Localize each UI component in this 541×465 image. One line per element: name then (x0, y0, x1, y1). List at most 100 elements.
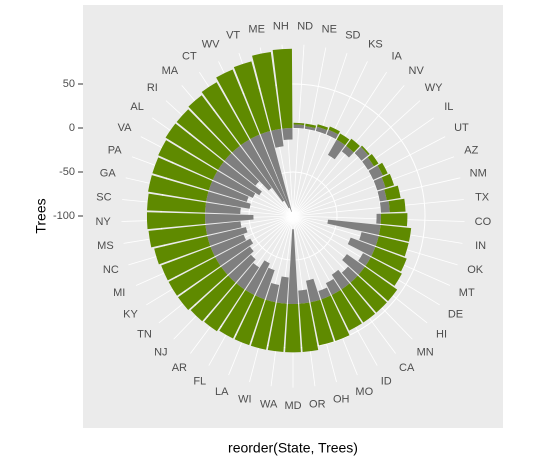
grid-spoke (292, 61, 368, 217)
bar (299, 302, 319, 353)
x-tick-label: ND (297, 20, 313, 32)
bar (212, 170, 256, 198)
x-tick-label: CT (182, 51, 197, 63)
grid-spoke (292, 47, 327, 217)
bar (341, 145, 354, 158)
x-tick-label: NC (103, 264, 119, 276)
bar (379, 201, 390, 213)
bar (158, 140, 218, 180)
bar (365, 257, 402, 286)
bar (315, 126, 328, 135)
bar (148, 225, 208, 248)
bar (168, 257, 221, 296)
bar (304, 126, 316, 131)
bar (178, 266, 228, 310)
bar (245, 260, 270, 296)
y-tick-label: -100 (53, 210, 75, 222)
x-tick-label: TN (137, 328, 152, 340)
x-tick-label: AR (172, 362, 187, 374)
bar (276, 276, 289, 304)
bar (205, 213, 254, 224)
bar (380, 213, 408, 227)
bar (388, 198, 406, 213)
x-tick-label: WY (425, 82, 443, 94)
bar (252, 52, 282, 131)
x-tick-label: NV (409, 65, 425, 77)
bar (331, 269, 350, 290)
x-tick-label: OH (333, 394, 350, 406)
bar (326, 129, 339, 140)
bar (285, 303, 301, 353)
bar (381, 173, 395, 188)
x-tick-label: PA (108, 144, 123, 156)
x-tick-label: SC (96, 192, 111, 204)
x-tick-label: DE (448, 308, 463, 320)
bar (293, 124, 305, 129)
bar (250, 134, 290, 209)
bar (260, 131, 292, 212)
x-tick-label: NJ (154, 346, 167, 358)
bar (328, 126, 340, 135)
bar (310, 299, 334, 346)
bar (378, 225, 412, 242)
x-tick-label: MO (355, 386, 373, 398)
bar (208, 180, 249, 202)
bar (327, 219, 381, 236)
bar (287, 229, 299, 305)
x-tick-label: WA (260, 398, 278, 410)
x-tick-label: NH (273, 20, 289, 32)
x-tick-label: MT (459, 287, 475, 299)
bar (234, 295, 265, 346)
bar (336, 133, 350, 146)
bar (325, 278, 341, 296)
bar (224, 153, 260, 186)
bar (350, 275, 387, 313)
bar (240, 139, 285, 202)
bar (346, 138, 360, 153)
bar (233, 61, 271, 135)
bar (148, 175, 209, 202)
x-tick-label: OR (309, 398, 326, 410)
bar (165, 123, 224, 170)
x-tick-label: WI (238, 394, 251, 406)
bar (215, 238, 254, 266)
bar (354, 146, 369, 161)
x-tick-label: LA (215, 386, 229, 398)
bar (377, 162, 388, 176)
bar (368, 165, 383, 180)
bar (306, 278, 321, 303)
x-tick-label: ID (381, 375, 392, 387)
bar (250, 299, 276, 350)
bar (293, 122, 305, 126)
x-tick-label: IA (391, 51, 402, 63)
bar (384, 185, 401, 201)
x-tick-label: SD (345, 30, 360, 42)
bar (146, 212, 206, 230)
y-tick-label: 50 (63, 78, 75, 90)
x-tick-label: FL (193, 375, 206, 387)
bar (216, 69, 260, 140)
x-tick-label: KY (123, 308, 138, 320)
bar (204, 283, 245, 332)
bar (360, 145, 370, 156)
x-tick-label: KS (368, 39, 383, 51)
x-tick-label: VT (226, 30, 240, 42)
x-tick-label: NE (322, 23, 337, 35)
x-tick-label: MS (97, 240, 114, 252)
y-tick-label: 0 (69, 122, 75, 134)
x-tick-label: NY (95, 216, 111, 228)
bar (201, 82, 250, 146)
bar (154, 236, 211, 265)
x-tick-label: GA (100, 168, 117, 180)
x-tick-label: MN (417, 346, 434, 358)
bar (362, 157, 374, 170)
bar (207, 227, 248, 246)
x-tick-label: WV (202, 39, 220, 51)
bar (367, 153, 379, 167)
x-tick-label: AL (130, 101, 143, 113)
x-tick-label: HI (436, 328, 447, 340)
bar (341, 266, 358, 283)
bar (272, 48, 293, 129)
